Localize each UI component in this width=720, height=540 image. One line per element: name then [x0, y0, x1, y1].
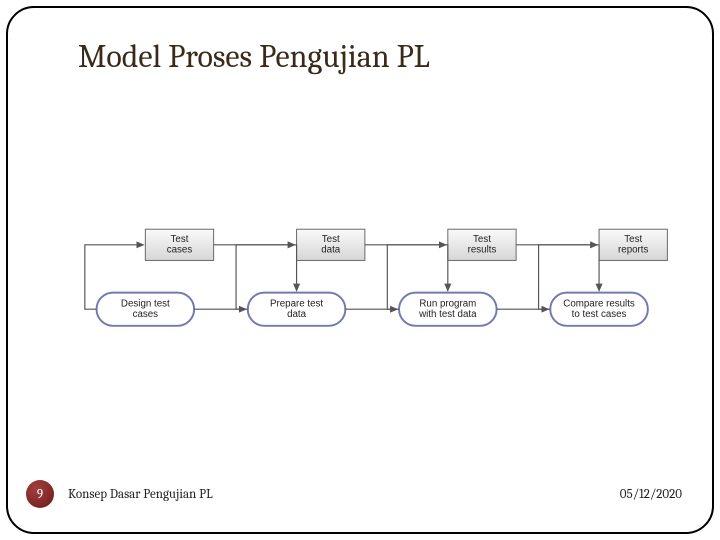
svg-text:Test: Test	[473, 234, 491, 245]
slide-frame: Model Proses Pengujian PL TestcasesTestd…	[6, 6, 714, 534]
svg-text:Test: Test	[322, 234, 340, 245]
svg-text:Test: Test	[624, 234, 642, 245]
diagram-svg: TestcasesTestdataTestresultsTestreportsD…	[38, 208, 682, 348]
svg-text:with test data: with test data	[418, 309, 477, 320]
svg-text:data: data	[321, 245, 341, 256]
svg-text:Design test: Design test	[121, 298, 170, 309]
footer: 9 Konsep Dasar Pengujian PL 05/12/2020	[8, 478, 712, 508]
svg-text:reports: reports	[618, 245, 648, 256]
svg-text:Compare results: Compare results	[563, 298, 635, 309]
svg-text:data: data	[287, 309, 307, 320]
arrow	[516, 245, 599, 291]
svg-text:to test cases: to test cases	[572, 309, 627, 320]
svg-text:cases: cases	[133, 309, 159, 320]
svg-text:Test: Test	[171, 234, 189, 245]
arrow	[365, 245, 448, 291]
process-diagram: TestcasesTestdataTestresultsTestreportsD…	[38, 208, 682, 348]
footer-date: 05/12/2020	[620, 487, 682, 502]
arrow	[214, 245, 297, 291]
svg-text:cases: cases	[167, 245, 193, 256]
page-title: Model Proses Pengujian PL	[78, 38, 430, 75]
svg-text:results: results	[468, 245, 497, 256]
svg-text:Prepare test: Prepare test	[270, 298, 323, 309]
footer-text: Konsep Dasar Pengujian PL	[68, 487, 213, 502]
page-number-badge: 9	[26, 480, 54, 508]
svg-text:Run program: Run program	[419, 298, 476, 309]
